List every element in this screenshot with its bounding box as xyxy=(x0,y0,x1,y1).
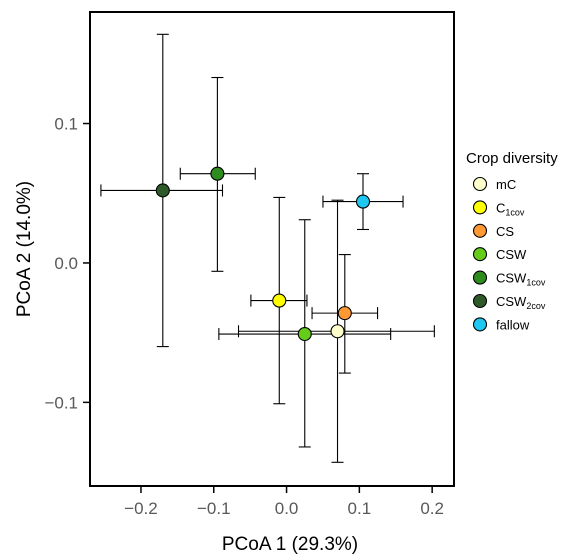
legend-entry-label: CSW1cov xyxy=(496,271,546,288)
legend-entry-label: fallow xyxy=(496,317,530,332)
legend-label-main: fallow xyxy=(496,317,530,332)
plot-frame xyxy=(89,11,455,487)
legend-swatch xyxy=(472,270,488,285)
x-tick-label: −0.2 xyxy=(124,499,158,518)
data-point xyxy=(155,183,170,198)
legend-label-main: CSW xyxy=(496,271,527,286)
legend-label-main: CSW xyxy=(496,247,527,262)
x-tick-label: 0.1 xyxy=(348,499,372,518)
legend-swatch xyxy=(472,223,488,238)
y-axis: −0.1 0.0 0.1 xyxy=(44,115,90,412)
legend: Crop diversity mCC1covCSCSWCSW1covCSW2co… xyxy=(466,150,558,332)
legend-label-subscript: 1cov xyxy=(526,278,546,288)
data-point xyxy=(355,194,371,209)
x-tick-label: −0.1 xyxy=(197,499,231,518)
data-point xyxy=(272,293,287,308)
legend-entry-label: C1cov xyxy=(496,200,525,217)
x-axis: −0.2 −0.1 0.0 0.1 0.2 xyxy=(124,486,444,518)
legend-entry-label: CSW2cov xyxy=(496,294,546,311)
legend-label-main: C xyxy=(496,200,505,215)
data-point xyxy=(297,326,312,342)
y-tick-label: 0.0 xyxy=(54,254,78,273)
legend-swatch xyxy=(472,247,488,262)
data-points xyxy=(155,166,371,342)
data-point xyxy=(210,166,225,181)
legend-swatch xyxy=(472,176,488,192)
x-axis-title: PCoA 1 (29.3%) xyxy=(222,534,358,555)
legend-swatch xyxy=(472,200,488,215)
legend-label-main: CSW xyxy=(496,294,527,309)
legend-swatch xyxy=(472,293,488,309)
legend-label-subscript: 2cov xyxy=(526,301,546,311)
legend-label-main: mC xyxy=(496,177,516,192)
data-point xyxy=(330,324,345,339)
legend-label-main: CS xyxy=(496,224,514,239)
legend-entry-label: mC xyxy=(496,177,516,192)
y-axis-title: PCoA 2 (14.0%) xyxy=(14,181,35,317)
x-tick-label: 0.0 xyxy=(275,499,299,518)
y-tick-label: 0.1 xyxy=(54,115,78,134)
legend-swatch xyxy=(472,317,488,332)
legend-label-subscript: 1cov xyxy=(505,207,525,217)
legend-entry-label: CSW xyxy=(496,247,527,262)
error-bars xyxy=(100,33,435,463)
legend-entry-label: CS xyxy=(496,224,514,239)
data-point xyxy=(337,306,352,321)
x-tick-label: 0.2 xyxy=(420,499,444,518)
legend-title: Crop diversity xyxy=(466,150,558,167)
y-tick-label: −0.1 xyxy=(44,393,78,412)
